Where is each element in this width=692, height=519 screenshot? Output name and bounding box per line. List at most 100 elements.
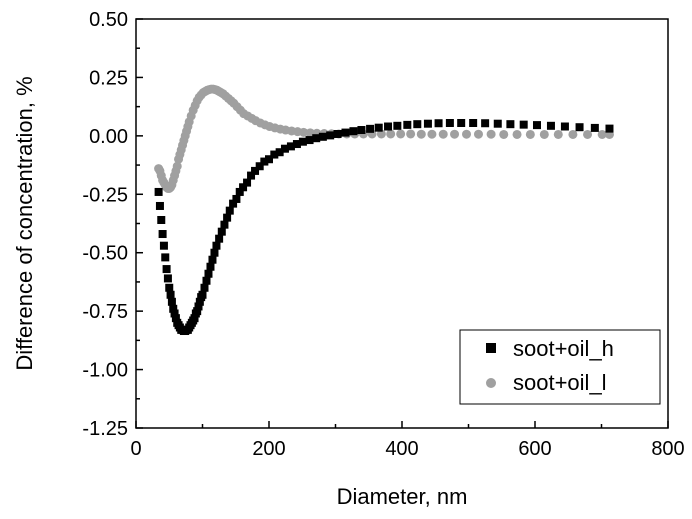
data-point [406, 129, 416, 139]
data-point [286, 142, 295, 151]
data-point [481, 119, 490, 128]
data-point [212, 241, 221, 250]
data-point [590, 123, 599, 132]
data-point [539, 129, 549, 139]
ticks-layer: 0 200 400 600 800 -1.25 -1.00 -0.75 -0.50 -0.25 0.… [82, 9, 684, 460]
data-point [416, 129, 426, 139]
data-point [506, 120, 515, 129]
data-point [208, 255, 217, 264]
data-point [386, 129, 396, 139]
data-point [171, 314, 180, 323]
data-point [198, 290, 207, 299]
data-point [519, 120, 528, 129]
data-point [215, 234, 224, 243]
data-point [158, 230, 167, 239]
data-point [298, 137, 307, 146]
data-point [374, 123, 383, 132]
data-point [396, 129, 406, 139]
data-point [163, 274, 172, 283]
data-point [312, 134, 321, 143]
data-point [235, 187, 244, 196]
data-point [165, 283, 174, 292]
data-point [220, 220, 229, 229]
legend-label-soot-oil-h: soot+oil_h [513, 336, 614, 361]
data-point [341, 128, 350, 137]
data-point [223, 213, 232, 222]
data-point [260, 157, 269, 166]
y-tick-label: 0.25 [89, 67, 128, 89]
data-point [229, 199, 238, 208]
data-point [393, 121, 402, 130]
data-point [457, 119, 466, 128]
data-point [575, 123, 584, 132]
data-point [384, 122, 393, 131]
data-point [169, 304, 178, 313]
data-point [434, 119, 443, 128]
x-tick-label: 400 [385, 438, 418, 460]
data-point [473, 129, 483, 139]
data-point [525, 129, 535, 139]
data-point [265, 155, 273, 164]
data-point [292, 140, 301, 149]
data-point [225, 206, 234, 215]
data-point [210, 248, 219, 257]
data-point [438, 129, 448, 139]
data-point [204, 269, 213, 278]
data-point [200, 283, 209, 292]
data-point [217, 227, 226, 236]
data-point [326, 131, 335, 140]
data-point [469, 119, 478, 128]
data-point [349, 127, 358, 136]
data-point [366, 124, 375, 133]
data-point [280, 144, 289, 153]
x-tick-label: 600 [518, 438, 551, 460]
data-point [357, 126, 366, 135]
x-axis-title: Diameter, nm [337, 484, 468, 509]
legend-box [459, 329, 661, 405]
data-point [243, 178, 252, 187]
data-point [423, 119, 432, 128]
legend-marker-soot-oil-l [486, 378, 496, 388]
data-point [194, 302, 203, 311]
data-point [172, 161, 182, 171]
data-point [333, 129, 342, 138]
data-point [239, 183, 248, 192]
data-point [270, 150, 279, 159]
y-tick-label: -0.50 [82, 243, 128, 265]
x-tick-label: 800 [651, 438, 684, 460]
y-tick-label: -0.75 [82, 301, 128, 323]
y-tick-label: -1.00 [82, 360, 128, 382]
data-point [445, 119, 454, 128]
data-point [159, 241, 168, 250]
x-tick-label: 0 [130, 438, 141, 460]
data-point [202, 276, 211, 285]
series-soot-oil-l [154, 84, 614, 193]
data-point [413, 120, 422, 129]
data-point [232, 194, 241, 203]
data-point [166, 290, 175, 299]
y-axis-title: Difference of concentration, % [12, 76, 37, 370]
data-point [167, 297, 176, 306]
legend: soot+oil_h soot+oil_l [459, 329, 661, 405]
data-point [193, 307, 202, 316]
data-point [450, 129, 460, 139]
data-point [597, 129, 607, 139]
data-point [462, 129, 472, 139]
data-point [162, 265, 171, 274]
y-tick-label: 0.50 [89, 9, 128, 31]
data-point [247, 171, 256, 180]
data-point [499, 129, 509, 139]
data-point [560, 122, 569, 131]
data-point [190, 314, 199, 323]
data-point [255, 162, 264, 171]
data-point [546, 121, 555, 130]
legend-label-soot-oil-l: soot+oil_l [513, 370, 607, 395]
data-point [512, 129, 522, 139]
points-layer [154, 84, 614, 336]
data-point [275, 148, 284, 157]
data-point [605, 124, 614, 133]
data-point [532, 121, 541, 130]
x-tick-label: 200 [252, 438, 285, 460]
series-soot-oil-h [154, 119, 614, 336]
